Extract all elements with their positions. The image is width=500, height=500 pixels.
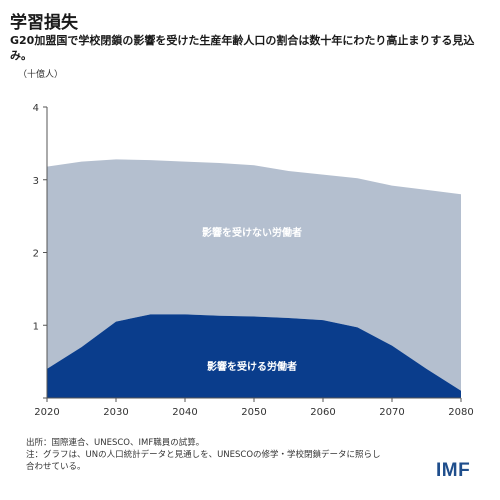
x-tick-label: 2080 [448,407,473,418]
label-unaffected-workers: 影響を受けない労働者 [202,226,302,239]
area-affected-workers [47,314,461,398]
x-tick-label: 2060 [310,407,335,418]
source-note: 出所：国際連合、UNESCO、IMF職員の試算。 [26,438,205,448]
footer-notes: 出所：国際連合、UNESCO、IMF職員の試算。 注：グラフは、UNの人口統計デ… [26,437,386,473]
label-affected-workers: 影響を受ける労働者 [207,360,297,373]
x-tick-label: 2040 [172,407,197,418]
y-tick-label: 3 [33,176,39,187]
x-tick-label: 2030 [103,407,128,418]
y-axis-unit: （十億人） [18,70,64,80]
y-tick-label: 4 [33,103,39,114]
y-tick-labels: 4 3 2 1 [33,103,47,399]
x-tick-label: 2050 [241,407,266,418]
y-tick-label: 1 [33,321,39,332]
chart-title: 学習損失 [10,13,78,33]
chart-subtitle: G20加盟国で学校閉鎖の影響を受けた生産年齢人口の割合は数十年にわたり高止まりす… [10,34,475,62]
x-tick-label: 2070 [379,407,404,418]
chart-note: 注：グラフは、UNの人口統計データと見通しを、UNESCOの修学・学校閉鎖データ… [26,450,381,472]
y-tick-label: 2 [33,249,39,260]
x-tick-label: 2020 [34,407,59,418]
x-tick-labels: 2020 2030 2040 2050 2060 2070 2080 [34,398,474,418]
area-unaffected-workers [47,159,461,391]
imf-logo: IMF [436,460,471,481]
